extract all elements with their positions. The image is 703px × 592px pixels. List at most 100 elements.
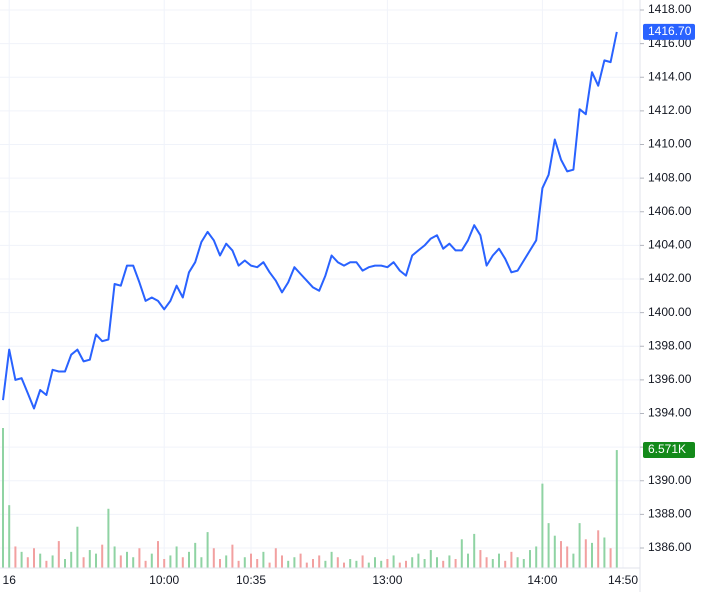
volume-bar <box>479 550 482 568</box>
volume-bar <box>225 555 228 568</box>
volume-bar <box>101 544 104 568</box>
y-tick-label: 1400.00 <box>648 305 692 319</box>
volume-badge: 6.571K <box>648 442 686 456</box>
volume-bar <box>175 546 178 568</box>
volume-bar <box>615 450 618 568</box>
volume-bar <box>88 550 91 568</box>
volume-bar <box>392 555 395 568</box>
volume-bar <box>305 562 308 568</box>
volume-bar <box>219 559 221 568</box>
volume-bar <box>473 533 476 568</box>
volume-bar <box>20 551 23 568</box>
volume-bar <box>374 557 376 568</box>
volume-bar <box>535 546 538 568</box>
volume-bar <box>138 548 141 568</box>
x-tick-label: 13:00 <box>372 573 402 587</box>
volume-bar <box>436 557 438 568</box>
volume-bar <box>516 557 519 568</box>
volume-bar <box>386 559 389 568</box>
price-layer <box>2 31 618 410</box>
volume-bar <box>51 555 54 568</box>
volume-bar <box>256 559 259 568</box>
volume-bar <box>113 546 116 568</box>
volume-bar <box>293 557 296 568</box>
volume-bar <box>597 530 600 568</box>
price-badge-bg <box>643 23 695 40</box>
volume-bar <box>318 555 321 568</box>
volume-bar <box>287 560 290 568</box>
volume-bar <box>336 557 339 568</box>
x-tick-label: 14:50 <box>608 573 638 587</box>
volume-badge-bg <box>643 442 695 459</box>
price-line <box>2 31 618 410</box>
volume-bar <box>380 560 383 568</box>
volume-bar <box>355 560 358 568</box>
volume-bar <box>541 483 544 568</box>
y-tick-label: 1396.00 <box>648 372 692 386</box>
volume-bar <box>522 559 525 568</box>
x-tick-label: 10:35 <box>236 573 266 587</box>
volume-bar <box>442 560 445 568</box>
volume-bar <box>411 557 414 568</box>
y-tick-label: 1388.00 <box>648 507 692 521</box>
volume-bar <box>591 542 593 568</box>
y-tick-label: 1408.00 <box>648 170 692 184</box>
volume-bar <box>578 523 581 568</box>
y-tick-label: 1414.00 <box>648 69 692 83</box>
volume-bar <box>188 551 190 568</box>
volume-bar <box>70 551 73 568</box>
x-tick-label: 14:00 <box>527 573 557 587</box>
volume-bar <box>609 548 612 568</box>
volume-bar <box>299 553 302 568</box>
y-tick-label: 1394.00 <box>648 406 692 420</box>
volume-layer <box>2 428 618 568</box>
volume-bar <box>498 553 500 568</box>
x-tick-label: 16 <box>3 573 17 587</box>
volume-bar <box>144 560 147 568</box>
volume-bar <box>57 541 60 568</box>
volume-bar <box>107 508 110 568</box>
volume-bar <box>504 560 507 568</box>
volume-bar <box>126 551 128 568</box>
y-tick-label: 1406.00 <box>648 204 692 218</box>
volume-bar <box>45 560 48 568</box>
volume-bar <box>181 557 184 568</box>
volume-bar <box>39 553 42 568</box>
volume-bar <box>603 537 606 568</box>
y-tick-label: 1410.00 <box>648 137 692 151</box>
volume-bar <box>262 551 265 568</box>
volume-bar <box>349 559 352 568</box>
volume-bar <box>274 548 277 568</box>
volume-bar <box>417 553 420 568</box>
volume-bar <box>460 539 463 568</box>
volume-bar <box>560 541 562 568</box>
volume-bar <box>584 539 587 568</box>
volume-bar <box>361 555 364 568</box>
volume-bar <box>33 548 35 568</box>
y-tick-label: 1398.00 <box>648 338 692 352</box>
volume-bar <box>231 544 234 568</box>
volume-bar <box>163 559 166 568</box>
volume-bar <box>467 553 469 568</box>
volume-bar <box>250 553 252 568</box>
volume-bar <box>212 548 215 568</box>
volume-bar <box>237 560 240 568</box>
volume-bar <box>529 550 531 568</box>
volume-bar <box>169 555 172 568</box>
x-tick-label: 10:00 <box>149 573 179 587</box>
volume-bar <box>2 428 4 568</box>
volume-bar <box>553 535 556 568</box>
price-badge: 1416.70 <box>648 24 692 38</box>
volume-bar <box>281 555 283 568</box>
volume-bar <box>454 559 457 568</box>
y-tick-label: 1418.00 <box>648 2 692 16</box>
volume-bar <box>429 550 432 568</box>
volume-bar <box>76 526 79 568</box>
volume-bar <box>194 542 197 568</box>
volume-bar <box>367 562 370 568</box>
volume-bar <box>572 553 575 568</box>
volume-bar <box>64 559 66 568</box>
volume-bar <box>82 557 85 568</box>
volume-bar <box>566 546 569 568</box>
